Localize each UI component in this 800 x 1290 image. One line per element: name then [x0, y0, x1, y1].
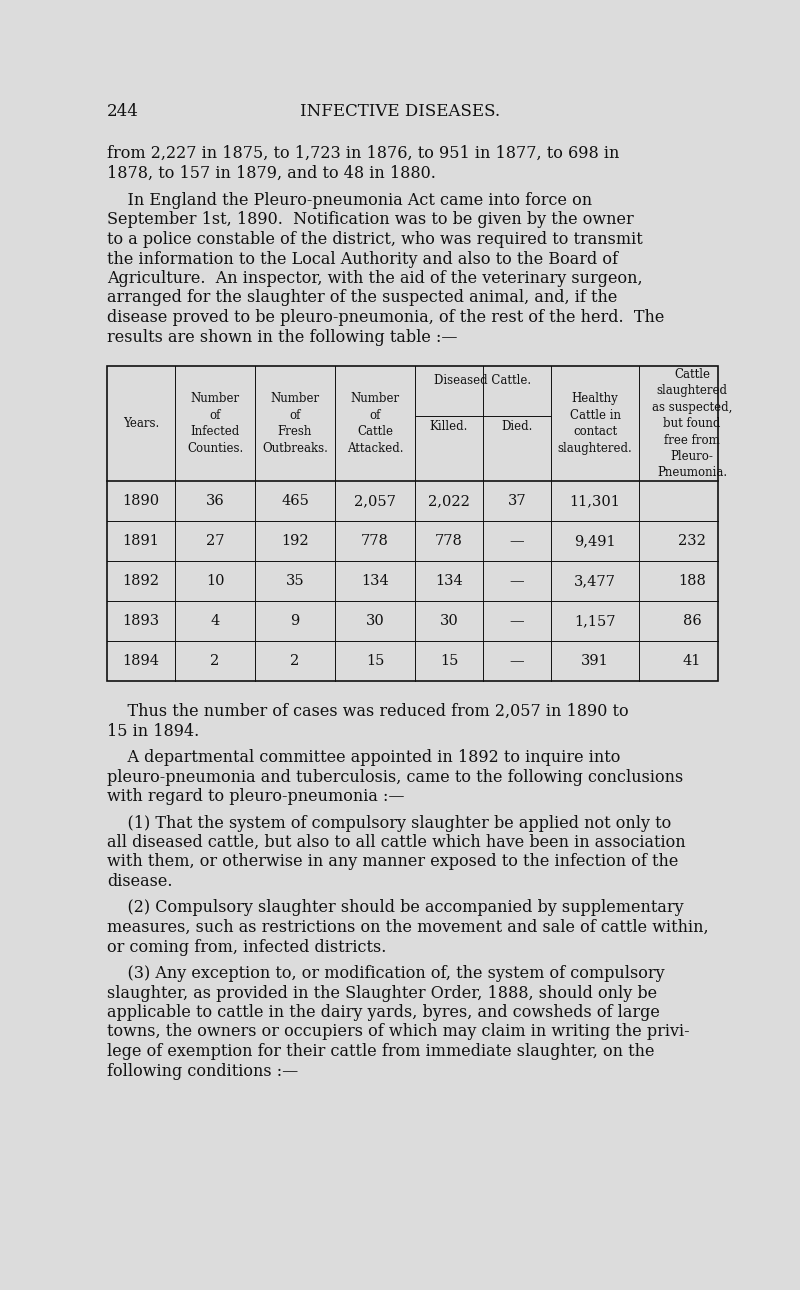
Text: 1891: 1891: [122, 534, 159, 548]
Text: INFECTIVE DISEASES.: INFECTIVE DISEASES.: [300, 103, 500, 120]
Text: towns, the owners or occupiers of which may claim in writing the privi-: towns, the owners or occupiers of which …: [107, 1023, 690, 1041]
Text: 778: 778: [361, 534, 389, 548]
Text: Died.: Died.: [502, 421, 533, 433]
Text: 37: 37: [508, 494, 526, 508]
Text: 9: 9: [290, 614, 300, 628]
Text: Years.: Years.: [123, 417, 159, 430]
Text: disease proved to be pleuro-pneumonia, of the rest of the herd.  The: disease proved to be pleuro-pneumonia, o…: [107, 310, 664, 326]
Text: In England the Pleuro-pneumonia Act came into force on: In England the Pleuro-pneumonia Act came…: [107, 192, 592, 209]
Text: 15: 15: [366, 654, 384, 668]
Text: 1893: 1893: [122, 614, 159, 628]
Text: 4: 4: [210, 614, 220, 628]
Text: disease.: disease.: [107, 873, 173, 890]
Text: 778: 778: [435, 534, 463, 548]
Text: Number
of
Fresh
Outbreaks.: Number of Fresh Outbreaks.: [262, 392, 328, 455]
Text: 1894: 1894: [122, 654, 159, 668]
Text: —: —: [510, 654, 524, 668]
Text: Healthy
Cattle in
contact
slaughtered.: Healthy Cattle in contact slaughtered.: [558, 392, 632, 455]
Text: 41: 41: [683, 654, 701, 668]
Text: 188: 188: [678, 574, 706, 588]
Text: from 2,227 in 1875, to 1,723 in 1876, to 951 in 1877, to 698 in: from 2,227 in 1875, to 1,723 in 1876, to…: [107, 144, 619, 163]
Text: 232: 232: [678, 534, 706, 548]
Text: 134: 134: [361, 574, 389, 588]
Text: —: —: [510, 574, 524, 588]
Text: 3,477: 3,477: [574, 574, 616, 588]
Text: lege of exemption for their cattle from immediate slaughter, on the: lege of exemption for their cattle from …: [107, 1044, 654, 1060]
Text: 30: 30: [440, 614, 458, 628]
Text: 2,057: 2,057: [354, 494, 396, 508]
Text: (3) Any exception to, or modification of, the system of compulsory: (3) Any exception to, or modification of…: [107, 965, 665, 982]
Text: 2: 2: [210, 654, 220, 668]
Text: 15 in 1894.: 15 in 1894.: [107, 722, 199, 739]
Text: 36: 36: [206, 494, 224, 508]
Text: (1) That the system of compulsory slaughter be applied not only to: (1) That the system of compulsory slaugh…: [107, 814, 671, 832]
Text: 9,491: 9,491: [574, 534, 616, 548]
Text: 11,301: 11,301: [570, 494, 621, 508]
Text: 35: 35: [286, 574, 304, 588]
Text: Number
of
Infected
Counties.: Number of Infected Counties.: [187, 392, 243, 455]
Text: (2) Compulsory slaughter should be accompanied by supplementary: (2) Compulsory slaughter should be accom…: [107, 899, 684, 916]
Text: 2: 2: [290, 654, 300, 668]
Text: or coming from, infected districts.: or coming from, infected districts.: [107, 939, 386, 956]
Text: September 1st, 1890.  Notification was to be given by the owner: September 1st, 1890. Notification was to…: [107, 212, 634, 228]
Text: arranged for the slaughter of the suspected animal, and, if the: arranged for the slaughter of the suspec…: [107, 289, 618, 307]
Text: 2,022: 2,022: [428, 494, 470, 508]
Bar: [107, 366, 718, 681]
Text: pleuro-pneumonia and tuberculosis, came to the following conclusions: pleuro-pneumonia and tuberculosis, came …: [107, 769, 683, 786]
Text: Thus the number of cases was reduced from 2,057 in 1890 to: Thus the number of cases was reduced fro…: [107, 703, 629, 720]
Text: applicable to cattle in the dairy yards, byres, and cowsheds of large: applicable to cattle in the dairy yards,…: [107, 1004, 660, 1020]
Text: measures, such as restrictions on the movement and sale of cattle within,: measures, such as restrictions on the mo…: [107, 918, 709, 937]
Text: 391: 391: [581, 654, 609, 668]
Text: Cattle
slaughtered
as suspected,
but found
free from
Pleuro-
Pneumonia.: Cattle slaughtered as suspected, but fou…: [652, 368, 732, 480]
Text: Number
of
Cattle
Attacked.: Number of Cattle Attacked.: [346, 392, 403, 455]
Text: 244: 244: [107, 103, 139, 120]
Text: with them, or otherwise in any manner exposed to the infection of the: with them, or otherwise in any manner ex…: [107, 854, 678, 871]
Text: 10: 10: [206, 574, 224, 588]
Text: 15: 15: [440, 654, 458, 668]
Text: 134: 134: [435, 574, 463, 588]
Text: 1892: 1892: [122, 574, 159, 588]
Text: 30: 30: [366, 614, 384, 628]
Text: —: —: [510, 614, 524, 628]
Text: 1878, to 157 in 1879, and to 48 in 1880.: 1878, to 157 in 1879, and to 48 in 1880.: [107, 165, 436, 182]
Text: 86: 86: [682, 614, 702, 628]
Text: Killed.: Killed.: [430, 421, 468, 433]
Text: Agriculture.  An inspector, with the aid of the veterinary surgeon,: Agriculture. An inspector, with the aid …: [107, 270, 642, 286]
Text: all diseased cattle, but also to all cattle which have been in association: all diseased cattle, but also to all cat…: [107, 835, 686, 851]
Text: Diseased Cattle.: Diseased Cattle.: [434, 374, 531, 387]
Text: 1890: 1890: [122, 494, 159, 508]
Text: A departmental committee appointed in 1892 to inquire into: A departmental committee appointed in 18…: [107, 749, 620, 766]
Text: 27: 27: [206, 534, 224, 548]
Text: 1,157: 1,157: [574, 614, 616, 628]
Text: results are shown in the following table :—: results are shown in the following table…: [107, 329, 458, 346]
Text: with regard to pleuro-pneumonia :—: with regard to pleuro-pneumonia :—: [107, 788, 405, 805]
Text: the information to the Local Authority and also to the Board of: the information to the Local Authority a…: [107, 250, 618, 267]
Text: following conditions :—: following conditions :—: [107, 1063, 298, 1080]
Text: to a police constable of the district, who was required to transmit: to a police constable of the district, w…: [107, 231, 642, 248]
Text: —: —: [510, 534, 524, 548]
Text: 192: 192: [281, 534, 309, 548]
Text: 465: 465: [281, 494, 309, 508]
Text: slaughter, as provided in the Slaughter Order, 1888, should only be: slaughter, as provided in the Slaughter …: [107, 984, 657, 1001]
